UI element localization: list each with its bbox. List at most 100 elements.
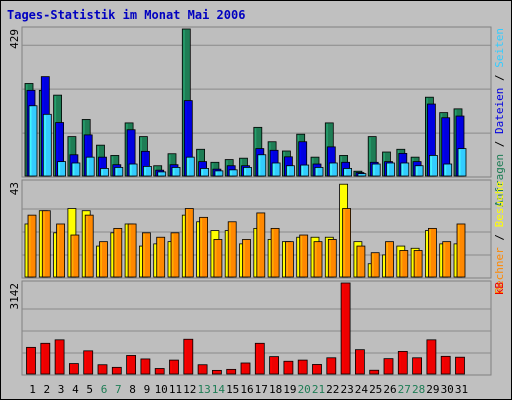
seiten-bar-8-highlight xyxy=(130,165,132,176)
kb-bar-13-body xyxy=(197,364,208,375)
panel-1: 429 Anfragen / Dateien / Seiten xyxy=(8,26,506,207)
day-label-2: 2 xyxy=(43,383,50,396)
panel-2-series-legend: Rechner / Besuche xyxy=(493,181,506,294)
seiten-bar-13-highlight xyxy=(201,169,204,176)
legend-label-besuche: Besuche xyxy=(493,181,506,227)
legend-label-dateien: Dateien xyxy=(493,88,506,134)
rechner-bar-16-body xyxy=(242,239,251,278)
dateien-bar-29-highlight xyxy=(428,105,430,176)
kb-bar-21 xyxy=(312,364,322,375)
rechner-bar-20-body xyxy=(299,234,309,278)
kb-bar-19-body xyxy=(283,360,294,375)
rechner-bar-26-highlight xyxy=(386,242,388,277)
rechner-bar-20-highlight xyxy=(300,236,303,277)
day-label-6: 6 xyxy=(101,383,108,396)
seiten-bar-31-body xyxy=(457,148,467,177)
dateien-bar-5-highlight xyxy=(85,135,87,176)
seiten-bar-7-highlight xyxy=(115,168,118,176)
kb-bar-2 xyxy=(40,342,51,375)
kb-bar-26-body xyxy=(383,358,394,375)
rechner-bar-13-highlight xyxy=(200,218,203,277)
seiten-bar-2 xyxy=(42,113,52,177)
kb-bar-9-body xyxy=(140,358,151,375)
seiten-bar-1-highlight xyxy=(30,106,32,176)
chart-panels: 429 Anfragen / Dateien / Seiten 43 Rechner … xyxy=(8,26,506,376)
seiten-bar-13-body xyxy=(200,168,210,177)
kb-bar-10 xyxy=(154,368,165,375)
besuche-bar-6-highlight xyxy=(97,247,99,277)
seiten-bar-6-highlight xyxy=(101,169,103,176)
besuche-bar-20-highlight xyxy=(297,238,300,277)
day-label-17: 17 xyxy=(255,383,268,396)
kb-bar-31 xyxy=(455,356,465,375)
besuche-bar-21-highlight xyxy=(312,238,314,277)
kb-bar-22 xyxy=(326,357,337,375)
day-label-21: 21 xyxy=(312,383,325,396)
seiten-bar-15 xyxy=(228,169,238,177)
kb-bar-27-highlight xyxy=(399,352,401,374)
rechner-bar-27-body xyxy=(399,250,409,278)
seiten-bar-5-body xyxy=(85,156,95,177)
rechner-bar-7-highlight xyxy=(114,229,117,277)
kb-bar-4 xyxy=(69,363,79,375)
besuche-bar-8-highlight xyxy=(126,224,128,277)
seiten-bar-17-highlight xyxy=(258,155,261,176)
kb-bar-1-body xyxy=(26,346,36,375)
kb-bar-27-body xyxy=(397,351,408,375)
seiten-bar-11-highlight xyxy=(173,168,175,176)
rechner-bar-23 xyxy=(342,208,352,278)
kb-bar-13 xyxy=(197,364,208,375)
besuche-bar-15-highlight xyxy=(226,231,228,277)
seiten-bar-29-highlight xyxy=(430,156,432,176)
panel-3-series-legend: kB xyxy=(493,282,506,296)
seiten-bar-31-highlight xyxy=(459,149,461,176)
rechner-bar-30-body xyxy=(442,241,452,278)
rechner-bar-15 xyxy=(227,221,237,278)
rechner-bar-29 xyxy=(427,227,437,278)
kb-bar-31-body xyxy=(455,356,465,375)
dateien-bar-9-highlight xyxy=(142,152,144,176)
kb-bar-10-highlight xyxy=(156,369,158,374)
seiten-bar-18-highlight xyxy=(273,163,275,176)
kb-bar-7-body xyxy=(111,366,122,375)
seiten-bar-9-body xyxy=(142,166,152,177)
day-label-11: 11 xyxy=(169,383,182,396)
day-label-28: 28 xyxy=(412,383,425,396)
day-label-19: 19 xyxy=(283,383,296,396)
day-label-23: 23 xyxy=(340,383,353,396)
rechner-bar-28-body xyxy=(413,250,423,278)
seiten-bar-30 xyxy=(443,163,453,177)
kb-bar-26-highlight xyxy=(385,359,387,374)
day-label-30: 30 xyxy=(441,383,454,396)
besuche-bar-10-highlight xyxy=(154,244,157,277)
day-label-3: 3 xyxy=(58,383,65,396)
kb-bar-17-body xyxy=(254,342,265,375)
rechner-bar-27 xyxy=(399,250,409,278)
besuche-bar-23-highlight xyxy=(340,185,343,277)
rechner-bar-19 xyxy=(284,241,294,278)
rechner-bar-31-body xyxy=(456,223,466,278)
day-label-27: 27 xyxy=(398,383,411,396)
kb-bar-8-highlight xyxy=(127,356,130,374)
rechner-bar-31-highlight xyxy=(458,224,460,277)
seiten-bar-27 xyxy=(400,162,410,177)
rechner-bar-23-body xyxy=(342,208,352,278)
kb-bar-4-body xyxy=(69,363,79,375)
rechner-bar-5-body xyxy=(84,214,94,278)
seiten-bar-5-highlight xyxy=(87,158,89,176)
kb-bar-8 xyxy=(126,355,136,375)
kb-bar-29-highlight xyxy=(427,340,430,374)
day-label-8: 8 xyxy=(129,383,136,396)
kb-bar-28-body xyxy=(412,357,423,375)
kb-bar-9 xyxy=(140,358,151,375)
rechner-bar-12-body xyxy=(184,208,194,278)
seiten-bar-17-body xyxy=(257,154,267,177)
kb-bar-31-highlight xyxy=(456,358,458,374)
kb-bar-8-body xyxy=(126,355,136,375)
rechner-bar-22-highlight xyxy=(329,240,331,277)
rechner-bar-25 xyxy=(370,252,380,278)
rechner-bar-25-highlight xyxy=(372,253,374,277)
kb-bar-25-highlight xyxy=(370,371,373,374)
